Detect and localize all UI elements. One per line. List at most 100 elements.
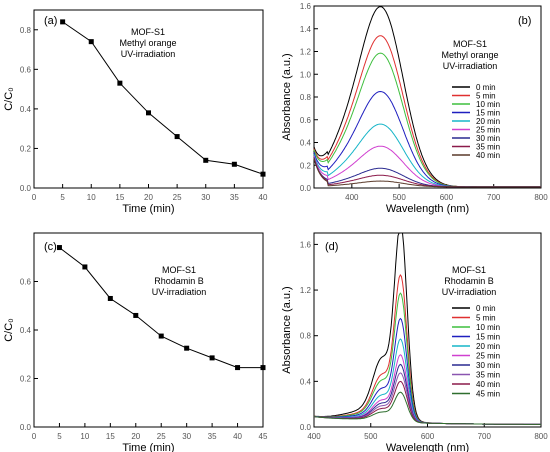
x-tick-label: 800 — [534, 432, 548, 441]
x-tick-label: 15 — [115, 193, 124, 202]
x-tick-label: 10 — [87, 193, 96, 202]
x-tick-label: 400 — [307, 432, 321, 441]
data-point — [260, 365, 266, 371]
data-point — [260, 171, 266, 177]
x-tick-label: 40 — [259, 193, 268, 202]
x-axis-label: Time (min) — [122, 203, 174, 215]
data-point — [107, 295, 113, 301]
data-point — [231, 161, 237, 167]
x-tick-label: 5 — [60, 193, 65, 202]
legend-label: 20 min — [476, 117, 500, 126]
data-point — [203, 157, 209, 163]
y-axis-label: Absorbance (a.u.) — [281, 286, 293, 373]
annotation-text: MOF-S1 — [162, 265, 196, 275]
y-tick-label: 1.0 — [300, 70, 312, 79]
y-tick-label: 0.4 — [20, 326, 32, 335]
data-point — [158, 333, 164, 339]
legend-label: 30 min — [476, 134, 500, 143]
data-point — [88, 39, 94, 45]
annotation-text: UV-irradiation — [121, 49, 176, 59]
plot-frame — [313, 232, 542, 428]
x-tick-label: 0 — [32, 193, 37, 202]
y-tick-label: 1.2 — [300, 286, 312, 295]
legend-label: 5 min — [476, 92, 496, 101]
panel-tag: (d) — [325, 241, 338, 253]
annotation-text: Methyl orange — [119, 38, 176, 48]
y-tick-label: 0.2 — [20, 144, 32, 153]
data-point — [235, 365, 241, 371]
y-tick-label: 0.0 — [20, 184, 32, 193]
legend-label: 25 min — [476, 126, 500, 135]
x-tick-label: 30 — [182, 432, 191, 441]
data-point — [146, 110, 151, 116]
legend-label: 25 min — [476, 352, 500, 361]
x-tick-label: 25 — [157, 432, 166, 441]
y-tick-label: 0.6 — [20, 65, 32, 74]
y-tick-label: 0.8 — [300, 93, 312, 102]
data-point — [56, 245, 62, 251]
x-tick-label: 500 — [364, 432, 378, 441]
series-line — [314, 274, 541, 425]
annotation-text: MOF-S1 — [131, 27, 165, 37]
legend-label: 10 min — [476, 323, 500, 332]
data-point — [174, 134, 180, 140]
legend-label: 15 min — [476, 333, 500, 342]
series-line — [313, 157, 541, 188]
x-axis-label: Wavelength (nm) — [386, 442, 469, 452]
x-tick-label: 25 — [173, 193, 182, 202]
panel-tag: (b) — [518, 15, 531, 27]
x-tick-label: 5 — [57, 432, 62, 441]
x-axis-label: Wavelength (nm) — [386, 203, 469, 215]
data-point — [184, 345, 190, 351]
y-axis-label: Absorbance (a.u.) — [281, 53, 293, 140]
x-tick-label: 600 — [421, 432, 435, 441]
x-tick-label: 700 — [487, 193, 501, 202]
data-point — [209, 355, 215, 361]
legend-label: 15 min — [476, 109, 500, 118]
y-tick-label: 0.4 — [20, 105, 32, 114]
legend-label: 20 min — [476, 342, 500, 351]
panel-tag: (c) — [44, 241, 57, 253]
annotation-text: UV-irradiation — [152, 287, 207, 297]
plot-frame — [313, 5, 542, 189]
x-tick-label: 500 — [392, 193, 406, 202]
annotation-text: Rhodamin B — [444, 276, 494, 286]
x-tick-label: 35 — [208, 432, 217, 441]
series-line — [313, 391, 541, 425]
x-tick-label: 20 — [131, 432, 140, 441]
x-tick-label: 700 — [478, 432, 492, 441]
x-tick-label: 10 — [80, 432, 89, 441]
chart-panel: 400 500 600 700 800 0.0 0.4 0.8 1.2 1.6 Wavelength… — [281, 232, 548, 452]
legend-label: 30 min — [476, 361, 500, 370]
annotation-text: MOF-S1 — [452, 265, 486, 275]
y-axis-label: C/C₀ — [3, 87, 15, 111]
x-tick-label: 45 — [259, 432, 268, 441]
y-tick-label: 1.6 — [300, 2, 312, 11]
x-tick-label: 600 — [440, 193, 454, 202]
y-axis-label: C/C₀ — [3, 318, 15, 342]
x-tick-label: 800 — [534, 193, 548, 202]
plot-frame — [33, 232, 264, 428]
x-tick-label: 0 — [32, 432, 37, 441]
data-point — [117, 80, 123, 86]
legend-label: 0 min — [476, 83, 496, 92]
x-tick-label: 30 — [201, 193, 210, 202]
legend-label: 40 min — [476, 380, 500, 389]
series-line — [313, 338, 541, 425]
y-tick-label: 0.2 — [300, 161, 312, 170]
series-line — [313, 317, 541, 425]
x-tick-label: 20 — [144, 193, 153, 202]
legend-label: 5 min — [476, 314, 496, 323]
x-tick-label: 40 — [233, 432, 242, 441]
y-tick-label: 1.2 — [300, 48, 312, 57]
x-tick-label: 35 — [230, 193, 239, 202]
data-point — [133, 312, 139, 318]
series-line — [313, 354, 541, 425]
y-tick-label: 0.4 — [300, 139, 312, 148]
y-tick-label: 0.0 — [300, 423, 312, 432]
legend-label: 0 min — [476, 304, 496, 313]
panel-tag: (a) — [44, 15, 57, 27]
x-axis-label: Time (min) — [122, 442, 174, 452]
